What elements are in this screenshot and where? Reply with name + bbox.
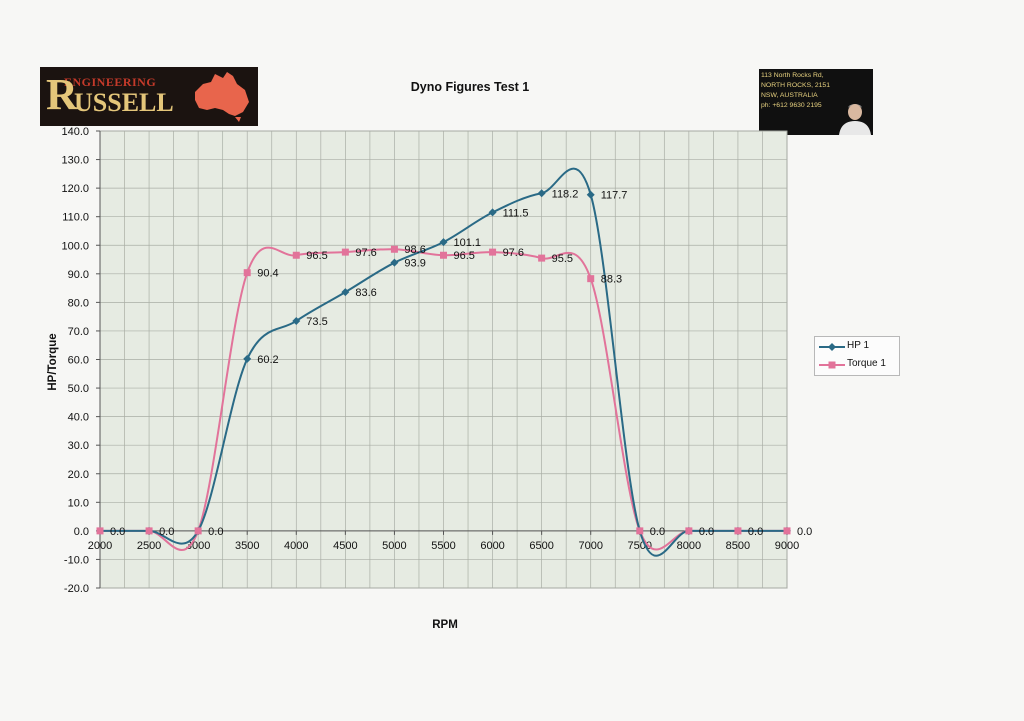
data-point-torque: [194, 527, 202, 535]
x-tick-label: 2500: [137, 540, 161, 552]
logo-name: USSELL: [74, 88, 174, 117]
data-point-torque: [636, 527, 644, 535]
data-point-torque: [292, 251, 300, 259]
y-tick-label: 80.0: [68, 297, 89, 309]
data-label-hp: 93.9: [404, 258, 425, 270]
y-tick-label: -20.0: [64, 583, 89, 595]
logo-engineering-text: ENGINEERING: [64, 75, 157, 89]
y-tick-label: 20.0: [68, 469, 89, 481]
data-label-torque: 0.0: [159, 526, 174, 538]
data-label-torque: 0.0: [748, 526, 763, 538]
russell-engineering-logo: ENGINEERING R USSELL: [40, 67, 258, 126]
legend-torque-label: Torque 1: [847, 358, 886, 369]
data-point-torque: [587, 275, 595, 283]
data-point-torque: [341, 248, 349, 256]
x-tick-label: 4500: [333, 540, 357, 552]
y-tick-label: 70.0: [68, 326, 89, 338]
y-tick-label: -10.0: [64, 554, 89, 566]
legend-item-torque: Torque 1: [819, 358, 899, 372]
data-point-hp: [243, 354, 252, 363]
contact-address-line: 113 North Rocks Rd,: [761, 72, 824, 79]
y-tick-label: 110.0: [62, 212, 89, 224]
series-line-hp: [99, 167, 787, 557]
contact-phone-line: ph: +612 9630 2195: [761, 102, 822, 109]
data-point-hp: [439, 238, 448, 247]
data-label-torque: 88.3: [601, 274, 622, 286]
chart-legend: HP 1 Torque 1: [814, 336, 900, 376]
data-label-torque: 0.0: [797, 526, 812, 538]
data-point-hp: [537, 189, 546, 198]
y-tick-label: 10.0: [68, 497, 89, 509]
contact-state-line: NSW, AUSTRALIA: [761, 92, 818, 99]
data-label-torque: 0.0: [699, 526, 714, 538]
legend-item-hp: HP 1: [819, 340, 899, 354]
x-tick-label: 4000: [284, 540, 308, 552]
person-photo: [839, 104, 871, 135]
data-label-hp: 111.5: [503, 207, 529, 219]
x-tick-label: 9000: [775, 540, 799, 552]
data-label-hp: 101.1: [454, 237, 482, 249]
x-tick-label: 7000: [578, 540, 602, 552]
x-tick-label: 5000: [382, 540, 406, 552]
x-tick-label: 3500: [235, 540, 259, 552]
data-label-hp: 83.6: [355, 287, 376, 299]
data-label-hp: 60.2: [257, 354, 278, 366]
data-point-torque: [390, 245, 398, 253]
y-tick-label: 140.0: [61, 126, 89, 138]
x-tick-label: 6000: [480, 540, 504, 552]
x-tick-label: 2000: [88, 540, 112, 552]
data-point-torque: [243, 269, 251, 277]
y-tick-label: 0.0: [74, 526, 89, 538]
data-label-torque: 0.0: [208, 526, 223, 538]
data-label-torque: 0.0: [110, 526, 125, 538]
y-tick-label: 90.0: [68, 269, 89, 281]
data-point-torque: [96, 527, 104, 535]
data-label-hp: 117.7: [601, 190, 628, 202]
data-point-hp: [292, 316, 301, 325]
x-tick-label: 8000: [677, 540, 701, 552]
data-point-torque: [734, 527, 742, 535]
logo-initial: R: [46, 70, 78, 119]
data-label-torque: 96.5: [306, 250, 327, 262]
contact-suburb-line: NORTH ROCKS, 2151: [761, 82, 830, 89]
y-tick-label: 30.0: [68, 440, 89, 452]
y-tick-label: 130.0: [61, 155, 89, 167]
data-label-torque: 97.6: [503, 247, 524, 259]
data-label-torque: 98.6: [404, 244, 425, 256]
data-label-torque: 90.4: [257, 268, 278, 280]
data-label-torque: 95.5: [552, 253, 573, 265]
legend-hp-label: HP 1: [847, 340, 870, 351]
chart-title: Dyno Figures Test 1: [410, 80, 530, 94]
data-label-torque: 0.0: [650, 526, 665, 538]
data-point-torque: [145, 527, 153, 535]
y-tick-label: 50.0: [68, 383, 89, 395]
x-tick-label: 5500: [431, 540, 455, 552]
australia-map-icon: [195, 72, 249, 122]
data-point-torque: [783, 527, 791, 535]
data-label-torque: 96.5: [454, 250, 475, 262]
y-tick-label: 40.0: [68, 412, 89, 424]
y-tick-label: 100.0: [61, 240, 89, 252]
x-tick-label: 8500: [726, 540, 750, 552]
data-point-torque: [685, 527, 693, 535]
data-point-hp: [586, 190, 595, 199]
data-point-torque: [489, 248, 497, 256]
data-point-torque: [440, 251, 447, 259]
y-tick-label: 60.0: [68, 355, 89, 367]
data-label-torque: 97.6: [355, 247, 376, 259]
x-tick-label: 6500: [529, 540, 553, 552]
data-point-hp: [390, 258, 399, 267]
data-point-torque: [538, 254, 546, 262]
y-tick-label: 120.0: [61, 183, 89, 195]
data-point-hp: [488, 208, 497, 217]
data-point-hp: [341, 288, 350, 297]
data-label-hp: 73.5: [306, 316, 327, 328]
legend-torque-swatch: [819, 361, 845, 369]
legend-hp-swatch: [819, 343, 845, 351]
contact-card: 113 North Rocks Rd, NORTH ROCKS, 2151 NS…: [759, 69, 873, 135]
data-label-hp: 118.2: [552, 188, 579, 200]
x-axis-title: RPM: [432, 619, 458, 631]
